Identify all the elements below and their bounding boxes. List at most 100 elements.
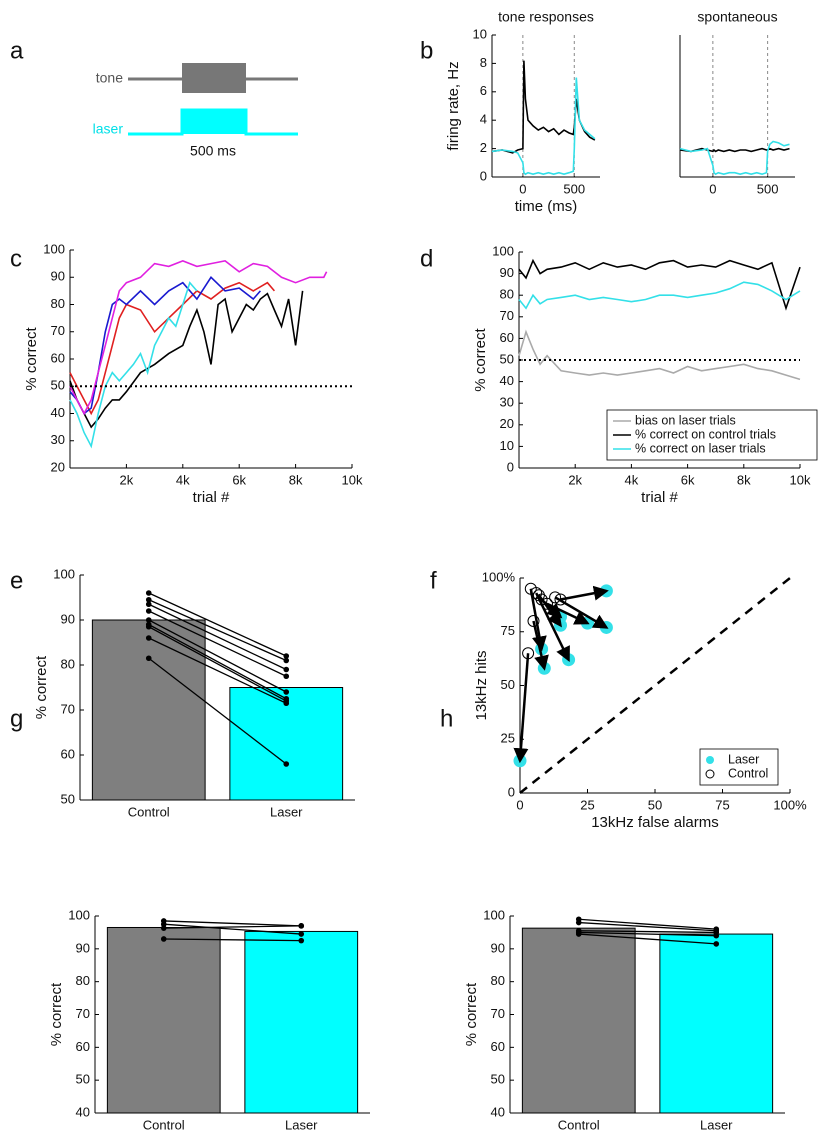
x-tick-label: 500: [563, 181, 585, 196]
x-axis-label: trial #: [641, 489, 678, 506]
chart: 0 2 4 6 8 10 0 500 time (ms) firing rate, Hz tone …: [445, 9, 600, 215]
chart: 0 25 50 75 100% 0 25 50 75 100% 13kHz false alarms…: [473, 569, 807, 831]
line-series: [491, 77, 596, 176]
paired-dot: [145, 596, 152, 603]
paired-line: [148, 619, 287, 693]
chart: 0 500 spontaneous: [679, 9, 795, 196]
y-axis-label: % correct: [33, 655, 50, 719]
schematic: tone laser 500 ms: [93, 63, 298, 159]
y-tick-label: 0: [507, 459, 514, 474]
x-tick-label: 8k: [289, 472, 303, 487]
x-tick-label: Laser: [700, 1117, 733, 1132]
paired-line: [148, 626, 287, 702]
chart-title: tone responses: [498, 9, 594, 25]
y-tick-label: 90: [51, 269, 65, 284]
paired-dot: [283, 653, 290, 659]
y-tick-label: 10: [473, 26, 487, 41]
paired-dot: [145, 635, 152, 641]
y-tick-label: 30: [500, 395, 514, 410]
y-tick-label: 100: [53, 566, 75, 581]
bar: [521, 927, 636, 1114]
y-tick-label: 90: [76, 940, 90, 955]
paired-line: [148, 592, 287, 657]
x-tick-label: 50: [648, 797, 662, 812]
x-tick-label: Laser: [270, 804, 303, 819]
panel-label: g: [10, 705, 23, 732]
arrow: [540, 598, 563, 619]
y-tick-label: 0: [508, 784, 515, 799]
line-series: [69, 260, 328, 416]
y-tick-label: 6: [480, 83, 487, 98]
y-tick-label: 8: [480, 55, 487, 70]
line-series: [69, 281, 276, 416]
x-axis-label: 13kHz false alarms: [591, 814, 719, 831]
legend-label: % correct on laser trials: [635, 441, 766, 455]
legend-label: Control: [728, 766, 768, 780]
paired-dot: [713, 932, 720, 939]
y-tick-label: 100%: [482, 569, 516, 584]
y-tick-label: 75: [501, 623, 515, 638]
paired-line: [578, 931, 717, 937]
paired-dot: [283, 673, 290, 680]
bar: [244, 930, 359, 1114]
y-tick-label: 20: [51, 459, 65, 474]
paired-line: [148, 610, 287, 677]
paired-dot: [283, 689, 290, 695]
arrow: [546, 602, 590, 625]
line-series: [518, 329, 801, 381]
y-tick-label: 60: [76, 1039, 90, 1054]
legend-marker: [705, 769, 715, 779]
y-tick-label: 90: [61, 611, 75, 626]
paired-dot: [575, 931, 582, 937]
paired-dot: [298, 937, 305, 944]
line-series: [679, 147, 790, 153]
panel-label: d: [420, 245, 433, 272]
y-tick-label: 25: [501, 731, 515, 746]
laser-label: laser: [93, 121, 124, 137]
line-series: [69, 276, 262, 415]
arrow: [529, 588, 547, 652]
y-tick-label: 50: [61, 791, 75, 806]
y-tick-label: 50: [76, 1072, 90, 1087]
laser-block: [182, 110, 246, 134]
y-tick-label: 100: [483, 907, 505, 922]
bar: [106, 926, 221, 1114]
y-tick-label: 70: [500, 308, 514, 323]
paired-dot: [283, 700, 290, 707]
y-tick-label: 50: [491, 1072, 505, 1087]
y-tick-label: 80: [500, 287, 514, 302]
line-series: [518, 281, 801, 310]
paired-dot: [713, 941, 720, 947]
panel-label: a: [10, 37, 24, 64]
y-tick-label: 100: [492, 243, 514, 258]
arrow: [560, 585, 609, 601]
x-tick-label: 100%: [773, 797, 807, 812]
x-tick-label: 0: [516, 797, 523, 812]
y-tick-label: 40: [76, 1104, 90, 1119]
paired-dot: [145, 601, 152, 608]
x-tick-label: 2k: [568, 472, 582, 487]
paired-line: [148, 637, 287, 704]
paired-line: [578, 921, 717, 932]
paired-dot: [298, 931, 305, 937]
x-tick-label: 10k: [342, 472, 363, 487]
paired-line: [578, 930, 717, 934]
y-tick-label: 50: [500, 351, 514, 366]
x-tick-label: 6k: [232, 472, 246, 487]
legend-label: % correct on control trials: [635, 427, 776, 441]
y-tick-label: 20: [500, 416, 514, 431]
paired-dot: [298, 923, 305, 929]
paired-dot: [283, 666, 290, 673]
x-tick-label: 6k: [681, 472, 695, 487]
paired-dot: [575, 919, 582, 926]
paired-line: [148, 599, 287, 662]
legend-label: bias on laser trials: [635, 413, 736, 427]
paired-line: [148, 657, 287, 765]
panel-label: h: [440, 705, 453, 732]
y-tick-label: 90: [500, 265, 514, 280]
y-axis-label: firing rate, Hz: [445, 61, 462, 150]
y-tick-label: 100: [68, 907, 90, 922]
paired-dot: [145, 608, 152, 614]
x-tick-label: 10k: [790, 472, 811, 487]
